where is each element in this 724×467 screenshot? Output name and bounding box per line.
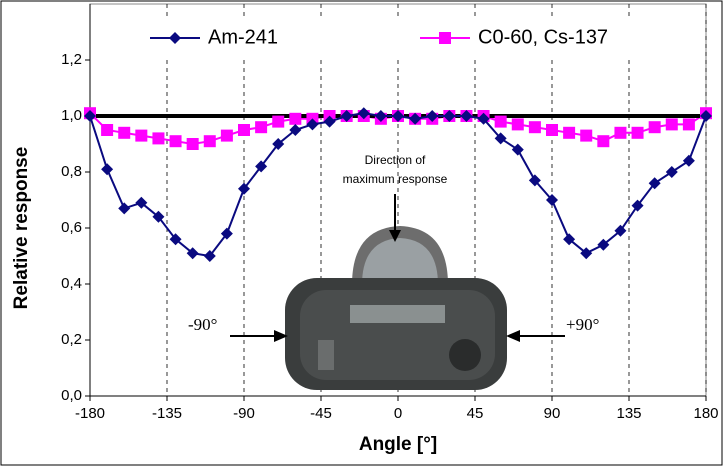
marker xyxy=(220,129,233,142)
marker xyxy=(169,135,182,148)
marker xyxy=(563,126,576,139)
marker xyxy=(169,233,182,246)
marker xyxy=(272,138,285,150)
legend: Am-241 C0-60, Cs-137 xyxy=(120,20,680,56)
marker xyxy=(494,115,507,128)
marker xyxy=(255,121,268,134)
marker xyxy=(682,154,695,167)
marker xyxy=(255,160,268,173)
legend-label: Am-241 xyxy=(208,26,278,48)
marker xyxy=(203,135,216,148)
marker xyxy=(439,32,451,44)
marker xyxy=(665,166,678,178)
marker xyxy=(631,199,644,212)
device-photo xyxy=(285,226,507,390)
marker xyxy=(135,196,148,209)
arrows xyxy=(230,194,565,342)
x-tick-label: 135 xyxy=(616,405,641,422)
marker xyxy=(614,126,627,139)
y-tick-label: 1,2 xyxy=(61,51,82,68)
marker xyxy=(700,110,712,122)
marker xyxy=(546,194,558,206)
legend-label: C0-60, Cs-137 xyxy=(478,26,608,48)
marker xyxy=(306,118,319,131)
marker xyxy=(289,112,302,125)
marker xyxy=(682,118,695,131)
marker xyxy=(528,174,541,187)
marker xyxy=(238,124,250,136)
y-tick-label: 0,4 xyxy=(61,275,82,292)
marker xyxy=(357,107,370,120)
marker xyxy=(374,110,387,122)
y-tick-label: 0,2 xyxy=(61,331,82,348)
marker xyxy=(118,202,131,215)
marker xyxy=(665,118,678,131)
annotation: Direction of xyxy=(365,153,426,167)
marker xyxy=(323,115,336,128)
marker xyxy=(289,124,302,136)
annotation: -90° xyxy=(188,315,217,334)
x-tick-label: -45 xyxy=(310,405,332,422)
marker xyxy=(340,110,353,122)
marker xyxy=(648,121,661,134)
marker xyxy=(494,132,507,145)
marker xyxy=(546,124,558,136)
marker xyxy=(84,110,96,122)
marker xyxy=(101,124,114,136)
marker xyxy=(392,110,404,122)
marker xyxy=(614,224,627,237)
marker xyxy=(220,227,233,240)
y-tick-label: 0,8 xyxy=(61,163,82,180)
marker xyxy=(152,210,165,223)
marker xyxy=(511,143,524,156)
marker xyxy=(443,110,456,122)
y-tick-label: 1,0 xyxy=(61,107,82,124)
marker xyxy=(631,126,644,139)
marker xyxy=(648,177,661,190)
marker xyxy=(580,129,593,142)
marker xyxy=(597,238,610,251)
marker xyxy=(118,126,131,139)
marker xyxy=(169,32,181,44)
marker xyxy=(135,129,148,142)
x-tick-label: -135 xyxy=(152,405,182,422)
x-axis-title: Angle [°] xyxy=(359,434,437,455)
y-tick-label: 0,0 xyxy=(61,387,82,404)
annotation: maximum response xyxy=(343,172,448,186)
marker xyxy=(203,250,216,262)
x-tick-label: -180 xyxy=(75,405,105,422)
marker xyxy=(511,118,524,131)
marker xyxy=(460,110,473,122)
x-tick-label: 45 xyxy=(467,405,484,422)
marker xyxy=(272,115,285,128)
x-tick-label: 90 xyxy=(544,405,561,422)
annotation: +90° xyxy=(566,315,599,334)
marker xyxy=(409,112,422,125)
marker xyxy=(186,247,199,260)
marker xyxy=(477,112,490,125)
marker xyxy=(528,121,541,134)
marker xyxy=(152,132,165,145)
marker xyxy=(426,110,439,122)
marker xyxy=(186,138,199,150)
x-tick-label: 0 xyxy=(394,405,402,422)
marker xyxy=(580,247,593,260)
marker xyxy=(563,233,576,246)
legend-box xyxy=(120,20,680,56)
x-tick-label: -90 xyxy=(233,405,255,422)
x-tick-label: 180 xyxy=(693,405,718,422)
marker xyxy=(597,135,610,148)
y-tick-label: 0,6 xyxy=(61,219,82,236)
marker xyxy=(238,182,250,195)
marker xyxy=(101,163,114,176)
y-axis-title: Relative response xyxy=(11,147,32,310)
